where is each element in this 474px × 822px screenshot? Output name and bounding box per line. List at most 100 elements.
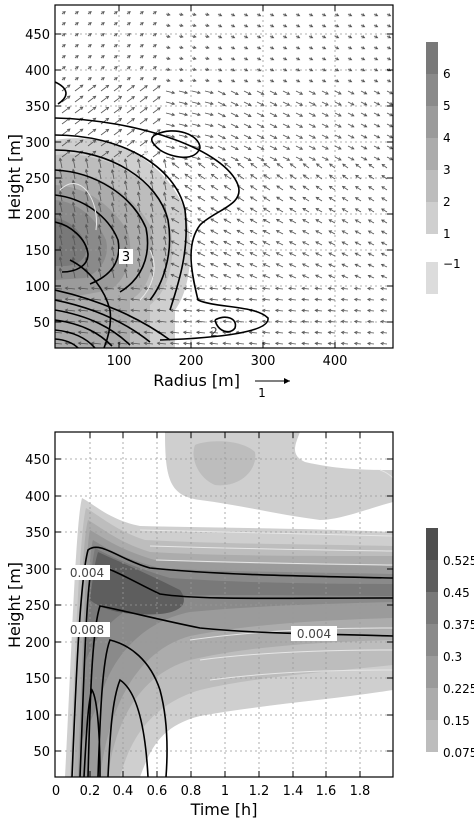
vector-head-472 xyxy=(110,202,115,206)
top-contour-6 xyxy=(55,81,67,105)
top-cb-swatch-6 xyxy=(426,42,438,74)
vector-arrow-494 xyxy=(59,213,63,224)
vector-head-509 xyxy=(249,218,254,223)
vector-head-648 xyxy=(367,274,372,279)
vector-arrow-563 xyxy=(276,241,284,246)
vector-arrow-423 xyxy=(150,181,154,191)
vector-arrow-568 xyxy=(341,241,349,246)
vector-head-599 xyxy=(71,256,76,261)
vector-head-621 xyxy=(354,263,359,267)
vector-head-706 xyxy=(103,308,108,313)
vector-head-215 xyxy=(157,96,161,100)
vector-head-664 xyxy=(235,286,240,291)
vector-arrow-203 xyxy=(334,90,342,95)
vector-head-446 xyxy=(110,191,115,195)
vector-head-531 xyxy=(197,229,201,233)
vector-arrow-562 xyxy=(263,241,271,246)
vector-head-284 xyxy=(376,124,381,128)
vector-arrow-428 xyxy=(211,185,219,191)
vector-head-235 xyxy=(79,106,84,111)
top-xtick-100: 100 xyxy=(107,354,132,369)
vector-head-550 xyxy=(110,235,115,239)
vector-head-547 xyxy=(71,234,76,239)
vector-head-667 xyxy=(274,286,279,291)
vector-arrow-644 xyxy=(315,274,323,279)
vector-head-181 xyxy=(387,79,392,83)
vector-head-82 xyxy=(114,44,118,48)
top-xtick-400: 400 xyxy=(323,354,348,369)
vector-head-661 xyxy=(195,286,200,291)
top-contour-label-3: 3 xyxy=(122,250,130,265)
vector-head-410 xyxy=(315,174,320,178)
bottom-gray-contour-6 xyxy=(379,469,393,479)
vector-head-746 xyxy=(288,319,292,324)
vector-head-638 xyxy=(236,274,240,278)
vector-head-510 xyxy=(262,218,267,223)
bottom-shade-level-2b xyxy=(193,441,256,486)
vector-head-502 xyxy=(163,213,167,218)
vector-head-126 xyxy=(348,57,353,61)
vector-arrow-219 xyxy=(204,101,214,105)
vector-head-289 xyxy=(105,128,110,133)
vector-head-606 xyxy=(163,257,167,262)
vector-arrow-314 xyxy=(87,139,96,147)
bottom-label-0004-bg-c xyxy=(291,626,337,641)
vector-arrow-651 xyxy=(65,287,76,290)
vector-arrow-204 xyxy=(347,90,355,95)
vector-head-422 xyxy=(136,180,141,185)
vector-arrow-536 xyxy=(263,230,271,235)
vector-arrow-183 xyxy=(74,84,84,92)
vector-head-462 xyxy=(315,196,320,201)
vector-arrow-372 xyxy=(163,159,167,169)
vector-head-669 xyxy=(301,286,305,291)
vector-head-108 xyxy=(114,55,118,59)
vector-head-153 xyxy=(361,68,366,72)
bottom-cb-label-1: 0.45 xyxy=(443,586,470,600)
vector-head-202 xyxy=(325,91,329,95)
vector-arrow-783 xyxy=(91,342,102,345)
vector-head-779 xyxy=(380,330,384,335)
top-contour-lines xyxy=(55,81,269,348)
vector-head-281 xyxy=(337,124,342,128)
vector-arrow-387 xyxy=(355,163,362,169)
vector-head-154 xyxy=(374,68,379,72)
vector-arrow-444 xyxy=(85,191,89,202)
vector-arrow-471 xyxy=(98,202,102,213)
vector-head-68 xyxy=(270,35,275,39)
vector-head-377 xyxy=(224,162,228,167)
vector-head-408 xyxy=(289,174,294,178)
vector-head-776 xyxy=(340,330,345,335)
vector-head-174 xyxy=(296,79,301,83)
vector-arrow-580 xyxy=(163,247,167,257)
vector-arrow-542 xyxy=(342,230,349,235)
vector-head-355 xyxy=(286,157,291,161)
vector-arrow-435 xyxy=(302,185,310,191)
vector-arrow-252 xyxy=(295,112,303,117)
vector-head-426 xyxy=(184,184,189,189)
vector-arrow-489 xyxy=(329,208,336,213)
top-cb-swatch-1 xyxy=(426,202,438,234)
vector-head-620 xyxy=(341,263,346,267)
vector-head-441 xyxy=(381,186,385,190)
vector-head-49 xyxy=(361,24,366,28)
vector-head-434 xyxy=(289,185,294,189)
vector-arrow-285 xyxy=(386,123,393,128)
vector-head-804 xyxy=(366,341,371,346)
vector-arrow-454 xyxy=(210,196,219,202)
vector-head-64 xyxy=(218,35,223,39)
vector-head-409 xyxy=(302,174,307,178)
vector-head-415 xyxy=(381,175,386,179)
vector-arrow-275 xyxy=(256,123,264,128)
vector-arrow-665 xyxy=(249,287,258,290)
bottom-cb-swatch-0 xyxy=(426,528,438,560)
vector-head-52 xyxy=(62,33,66,37)
vector-head-752 xyxy=(366,319,371,324)
vector-arrow-362 xyxy=(373,156,380,161)
vector-head-269 xyxy=(184,123,189,128)
vector-arrow-663 xyxy=(223,287,232,290)
vector-arrow-346 xyxy=(165,156,175,160)
vector-arrow-234 xyxy=(61,106,71,114)
top-contour-0 xyxy=(55,117,269,341)
vector-head-329 xyxy=(286,146,291,150)
vector-head-554 xyxy=(163,235,167,240)
